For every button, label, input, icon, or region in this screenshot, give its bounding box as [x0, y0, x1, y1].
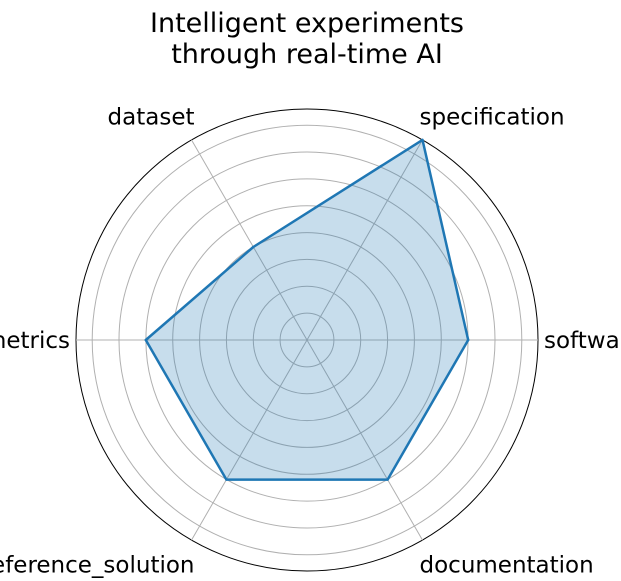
data-point-software [467, 338, 470, 342]
spokes [76, 139, 538, 541]
spoke-documentation [306, 339, 423, 541]
axis-label-software: software [544, 328, 621, 354]
data-point-metrics [144, 338, 147, 342]
series-fill [145, 139, 469, 480]
spoke-specification [306, 139, 423, 341]
data-point-dataset [252, 245, 255, 249]
data-point-reference_solution [225, 478, 228, 481]
axis-label-dataset: dataset [108, 104, 195, 130]
chart-title-line-2: through real-time AI [171, 39, 443, 70]
data-point-documentation [386, 478, 389, 481]
axis-label-specification: specification [420, 104, 565, 130]
spoke-dataset [191, 139, 308, 341]
axis-label-metrics: metrics [0, 328, 70, 354]
axis-labels: software specification dataset metrics refer… [0, 104, 621, 578]
series [144, 138, 470, 481]
axis-label-documentation: documentation [420, 553, 594, 579]
axis-label-reference_solution: reference_solution [0, 553, 195, 579]
data-point-specification [421, 138, 424, 142]
spoke-reference_solution [191, 339, 308, 541]
chart-title-line-1: Intelligent experiments [150, 8, 464, 39]
